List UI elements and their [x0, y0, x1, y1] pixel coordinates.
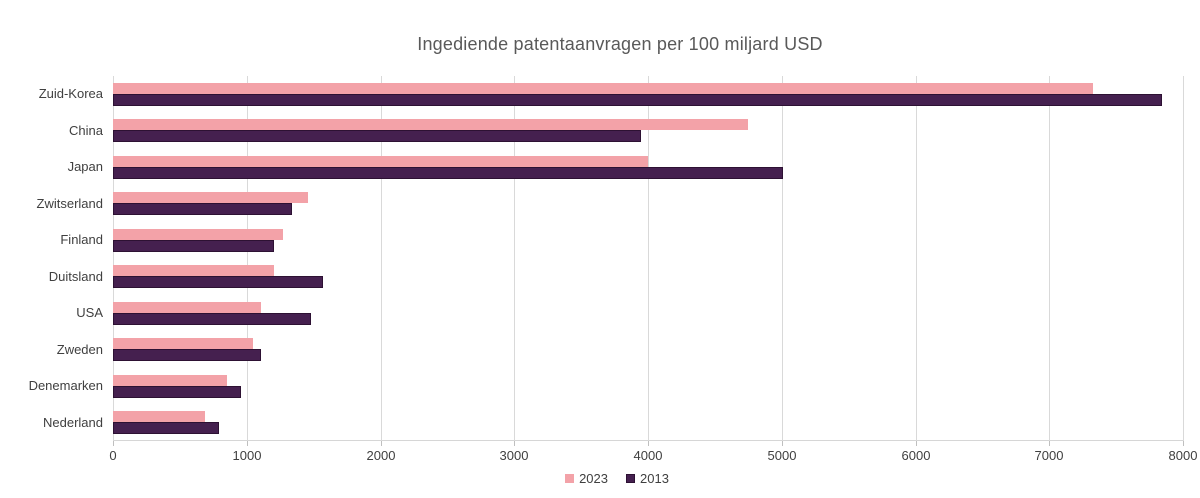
legend-label-2023: 2023 [579, 471, 608, 486]
bar-2013-zwitserland [113, 203, 292, 216]
bar-2023-finland [113, 228, 283, 240]
x-axis-label-8000: 8000 [1168, 448, 1198, 463]
bar-2013-china [113, 130, 641, 143]
category-label-zweden: Zweden [56, 341, 103, 357]
bar-2013-japan [113, 166, 783, 179]
axis-tick-4000 [648, 441, 649, 446]
bar-2023-usa [113, 301, 261, 313]
axis-tick-1000 [247, 441, 248, 446]
gridline-5000 [782, 76, 783, 441]
chart-title: Ingediende patentaanvragen per 100 milja… [417, 34, 823, 54]
gridline-6000 [916, 76, 917, 441]
bar-2013-denemarken [113, 385, 241, 398]
axis-tick-6000 [916, 441, 917, 446]
bar-2023-denemarken [113, 374, 227, 386]
gridline-4000 [648, 76, 649, 441]
bar-2023-japan [113, 155, 648, 167]
bar-2013-finland [113, 239, 274, 252]
category-label-usa: USA [76, 305, 103, 321]
x-axis-label-5000: 5000 [767, 448, 797, 463]
x-axis-label-3000: 3000 [499, 448, 529, 463]
axis-tick-0 [113, 441, 114, 446]
legend-label-2013: 2013 [640, 471, 669, 486]
legend-item-2023: 2023 [565, 471, 608, 486]
bar-2023-nederland [113, 411, 205, 423]
category-label-finland: Finland [60, 232, 103, 248]
plot-area [113, 76, 1184, 446]
bar-2013-usa [113, 312, 311, 325]
bar-2013-zweden [113, 349, 261, 362]
axis-tick-8000 [1183, 441, 1184, 446]
gridline-3000 [514, 76, 515, 441]
legend-item-2013: 2013 [626, 471, 669, 486]
bar-2023-duitsland [113, 265, 274, 277]
legend-swatch-2013-icon [626, 474, 635, 483]
x-axis-label-6000: 6000 [901, 448, 931, 463]
axis-tick-2000 [381, 441, 382, 446]
gridline-0 [113, 76, 114, 441]
bar-2023-zweden [113, 338, 253, 350]
category-label-nederland: Nederland [43, 414, 103, 430]
bar-2013-duitsland [113, 276, 323, 289]
gridline-8000 [1183, 76, 1184, 441]
category-axis: Zuid-Korea China Japan Zwitserland Finland Du… [0, 76, 103, 441]
x-axis-label-1000: 1000 [232, 448, 262, 463]
category-label-duitsland: Duitsland [48, 268, 103, 284]
x-axis-label-0: 0 [109, 448, 117, 463]
bar-2023-zuid-korea [113, 82, 1093, 94]
x-axis-labels: 0 1000 2000 3000 4000 5000 6000 7000 8000 [109, 448, 1197, 464]
bar-2023-china [113, 119, 748, 131]
axis-tick-7000 [1049, 441, 1050, 446]
axis-tick-5000 [782, 441, 783, 446]
gridline-2000 [381, 76, 382, 441]
x-axis-label-4000: 4000 [633, 448, 663, 463]
legend-swatch-2023-icon [565, 474, 575, 483]
legend: 2023 2013 [0, 471, 1200, 486]
gridline-1000 [247, 76, 248, 441]
gridline-7000 [1049, 76, 1050, 441]
category-label-zwitserland: Zwitserland [36, 195, 103, 211]
bar-2013-nederland [113, 422, 219, 435]
category-label-denemarken: Denemarken [28, 378, 103, 394]
category-label-china: China [69, 122, 103, 138]
axis-tick-3000 [514, 441, 515, 446]
x-axis-label-2000: 2000 [366, 448, 396, 463]
bar-2023-zwitserland [113, 192, 308, 204]
category-label-zuid-korea: Zuid-Korea [38, 86, 103, 102]
bar-2013-zuid-korea [113, 93, 1162, 106]
x-axis-label-7000: 7000 [1034, 448, 1064, 463]
category-label-japan: Japan [67, 159, 103, 175]
